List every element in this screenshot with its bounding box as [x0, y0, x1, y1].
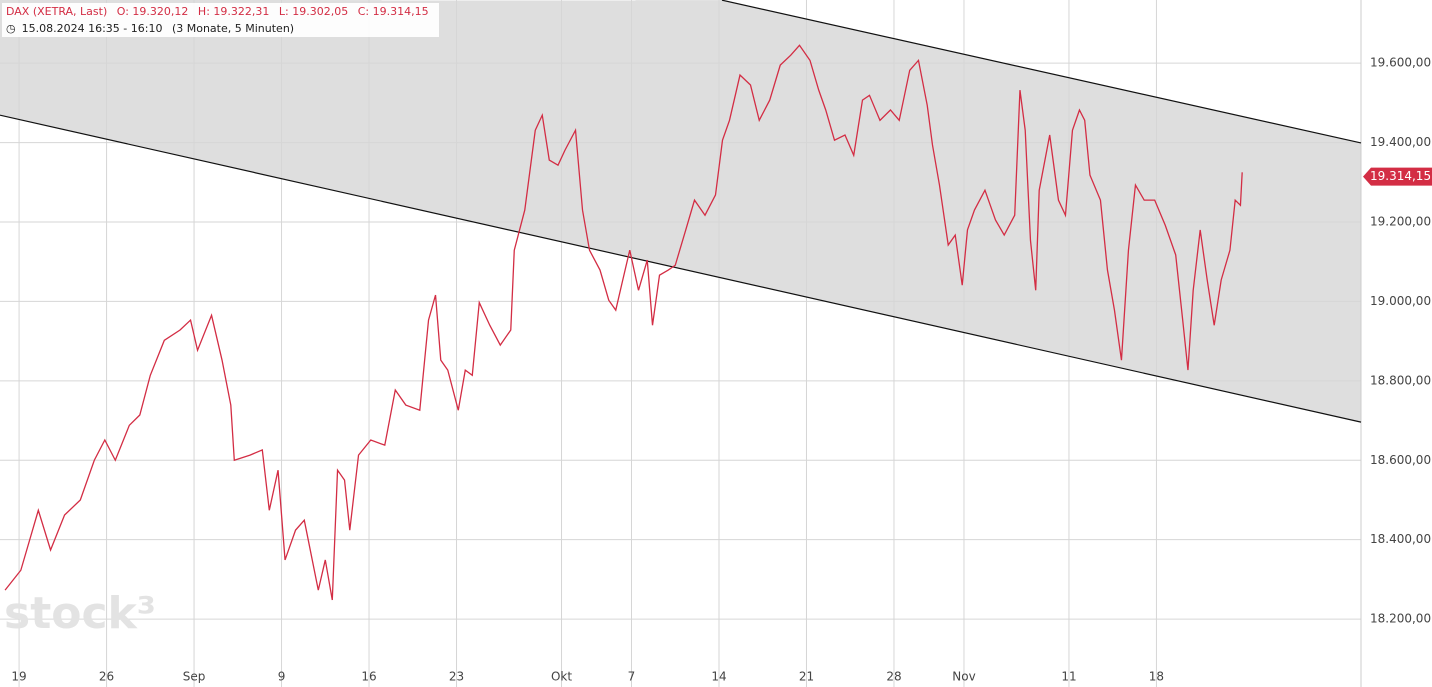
period: 15.08.2024 16:35 - 16:10 — [21, 22, 163, 35]
x-tick-label: 11 — [1061, 670, 1076, 684]
last-price-label: 19.314,15 — [1370, 169, 1431, 183]
header-line: DAX (XETRA, Last) O: 19.320,12 H: 19.322… — [6, 3, 435, 20]
y-tick-label: 18.600,00 — [1370, 453, 1431, 467]
watermark: stock³ — [4, 588, 156, 639]
range: (3 Monate, 5 Minuten) — [171, 22, 295, 35]
clock-icon: ◷ — [6, 22, 16, 35]
y-tick-label: 19.600,00 — [1370, 56, 1431, 70]
x-tick-label: 16 — [361, 670, 376, 684]
x-tick-label: 19 — [11, 670, 26, 684]
x-tick-label: 23 — [449, 670, 464, 684]
trend-line — [0, 114, 1362, 423]
background-layer: stock³ — [0, 0, 1362, 687]
trend-line — [721, 0, 1362, 144]
chart-header: DAX (XETRA, Last) O: 19.320,12 H: 19.322… — [2, 3, 439, 37]
x-tick-label: 18 — [1149, 670, 1164, 684]
x-tick-label: 14 — [711, 670, 726, 684]
channel-fill — [0, 0, 1361, 423]
price-line — [4, 44, 1243, 601]
x-tick-label: Sep — [183, 670, 206, 684]
last-price-tag — [1363, 167, 1432, 186]
x-tick-label: 28 — [886, 670, 901, 684]
y-tick-label: 19.000,00 — [1370, 294, 1431, 308]
instrument: DAX (XETRA, Last) — [6, 5, 108, 18]
y-tick-label: 19.400,00 — [1370, 135, 1431, 149]
y-tick-label: 18.400,00 — [1370, 532, 1431, 546]
low: L: 19.302,05 — [278, 5, 349, 18]
y-tick-label: 19.200,00 — [1370, 214, 1431, 228]
high: H: 19.322,31 — [197, 5, 270, 18]
x-tick-label: 9 — [278, 670, 286, 684]
x-tick-label: Okt — [551, 670, 572, 684]
y-tick-label: 18.800,00 — [1370, 373, 1431, 387]
x-tick-label: 26 — [99, 670, 114, 684]
header-line: ◷ 15.08.2024 16:35 - 16:10 (3 Monate, 5 M… — [6, 20, 435, 37]
open: O: 19.320,12 — [116, 5, 189, 18]
y-tick-label: 18.200,00 — [1370, 612, 1431, 626]
close: C: 19.314,15 — [357, 5, 429, 18]
x-tick-label: 7 — [628, 670, 636, 684]
x-tick-label: 21 — [799, 670, 814, 684]
x-tick-label: Nov — [952, 670, 975, 684]
